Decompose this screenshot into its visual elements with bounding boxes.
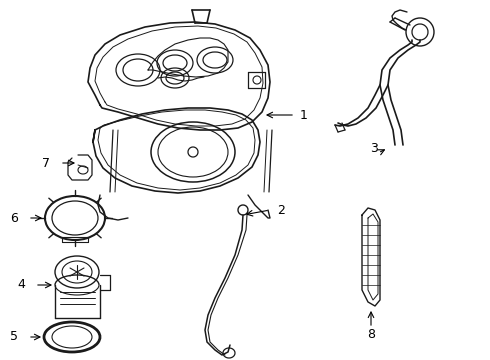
- Text: 7: 7: [42, 157, 50, 170]
- Text: 2: 2: [277, 203, 285, 216]
- Text: 1: 1: [300, 108, 308, 122]
- Text: 8: 8: [367, 328, 375, 342]
- Text: 6: 6: [10, 212, 18, 225]
- Text: 5: 5: [10, 330, 18, 343]
- Text: 3: 3: [370, 141, 378, 154]
- Text: 4: 4: [17, 279, 25, 292]
